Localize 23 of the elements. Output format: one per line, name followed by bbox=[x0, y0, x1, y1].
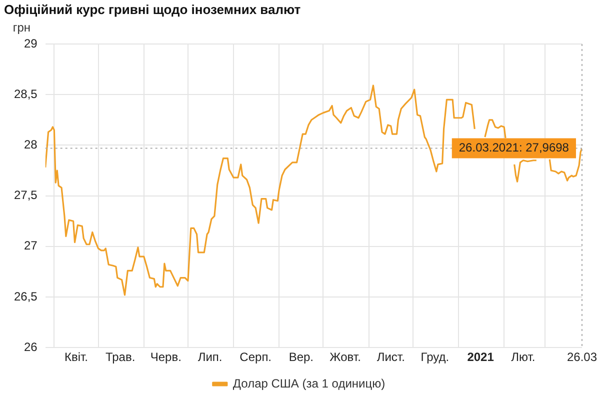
x-tick-label: Груд. bbox=[420, 350, 450, 364]
x-tick-label: Жовт. bbox=[330, 350, 361, 364]
y-tick-label: 28 bbox=[24, 138, 38, 152]
y-tick-label: 27 bbox=[24, 238, 38, 253]
x-tick-label: 2021 bbox=[467, 350, 494, 364]
y-tick-label: 26,5 bbox=[14, 289, 38, 304]
y-tick-label: 26 bbox=[24, 340, 38, 354]
annotation: 26.03.2021: 27,9698 bbox=[458, 140, 570, 155]
x-tick-label: Лют. bbox=[511, 350, 536, 364]
x-tick-label: Черв. bbox=[150, 350, 182, 364]
x-tick-label: 26.03 bbox=[566, 350, 598, 364]
y-tick-label: 28,5 bbox=[14, 86, 38, 101]
y-axis-title: грн bbox=[12, 20, 31, 34]
legend-label: Долар США (за 1 одиницю) bbox=[232, 376, 386, 390]
chart-title: Офіційний курс гривні щодо іноземних валют bbox=[3, 1, 302, 19]
x-tick-label: Трав. bbox=[105, 350, 136, 364]
y-tick-label: 27,5 bbox=[14, 188, 38, 202]
x-tick-label: Квіт. bbox=[64, 350, 88, 364]
x-tick-label: Серп. bbox=[240, 350, 272, 364]
x-tick-label: Лист. bbox=[376, 350, 405, 364]
y-tick-label: 29 bbox=[24, 36, 38, 50]
x-tick-label: Лип. bbox=[198, 350, 222, 364]
x-tick-label: Вер. bbox=[288, 350, 314, 364]
